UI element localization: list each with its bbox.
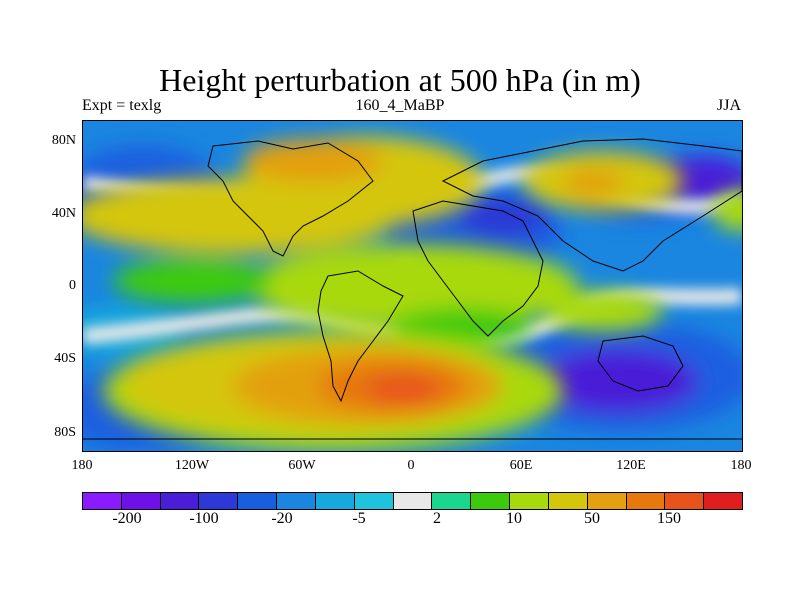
colorbar-swatch — [393, 493, 433, 509]
height-perturbation-field — [83, 121, 742, 451]
colorbar-swatch — [160, 493, 200, 509]
x-tick-180e: 180 — [730, 458, 752, 473]
colorbar-label: 50 — [584, 510, 600, 527]
colorbar-swatch — [199, 493, 239, 509]
colorbar-label: -200 — [112, 510, 142, 527]
colorbar-swatch — [121, 493, 161, 509]
colorbar-label: -100 — [189, 510, 219, 527]
colorbar-label: 10 — [506, 510, 522, 527]
y-tick-80n: 80N — [51, 133, 76, 148]
colorbar-swatch — [548, 493, 588, 509]
x-tick-180w: 180 — [71, 458, 93, 473]
colorbar-swatch — [83, 493, 122, 509]
y-tick-40n: 40N — [51, 206, 76, 221]
y-tick-40s: 40S — [54, 351, 76, 366]
colorbar-swatch — [510, 493, 549, 509]
colorbar-swatch — [238, 493, 278, 509]
colorbar-label: 2 — [433, 510, 441, 527]
colorbar-swatch — [626, 493, 666, 509]
colorbar-swatch — [315, 493, 355, 509]
x-tick-60e: 60E — [509, 458, 533, 473]
y-tick-0: 0 — [69, 278, 76, 293]
x-tick-60w: 60W — [288, 458, 316, 473]
colorbar-swatch — [704, 493, 743, 509]
colorbar-label: 150 — [657, 510, 681, 527]
colorbar-label: -20 — [271, 510, 293, 527]
colorbar-label: -5 — [352, 510, 366, 527]
colorbar-swatch — [277, 493, 316, 509]
colorbar-swatch — [432, 493, 472, 509]
experiment-label: Expt = texlg — [82, 97, 162, 114]
map-plot-area — [82, 120, 743, 452]
period-label: 160_4_MaBP — [355, 97, 445, 114]
x-tick-0: 0 — [407, 458, 415, 473]
x-tick-120e: 120E — [616, 458, 646, 473]
continent-outline — [83, 138, 742, 440]
colorbar — [82, 492, 743, 510]
colorbar-swatch — [665, 493, 705, 509]
colorbar-swatch — [354, 493, 394, 509]
y-tick-80s: 80S — [54, 425, 76, 440]
plot-title: Height perturbation at 500 hPa (in m) — [159, 62, 641, 98]
colorbar-swatch — [471, 493, 511, 509]
x-tick-120w: 120W — [174, 458, 210, 473]
season-label: JJA — [716, 97, 741, 114]
colorbar-swatch — [587, 493, 627, 509]
